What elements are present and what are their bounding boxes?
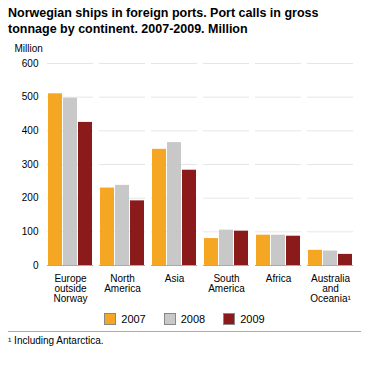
html-text:Norwegian ships in foreign por: Norwegian ships in foreign ports. Port c… <box>8 6 319 36</box>
svg-text:AustraliaandOceania¹: AustraliaandOceania¹ <box>310 273 351 304</box>
svg-text:EuropeoutsideNorway: EuropeoutsideNorway <box>54 273 88 304</box>
svg-text:SouthAmerica: SouthAmerica <box>208 273 245 294</box>
html-text:¹ Including Antarctica.: ¹ Including Antarctica. <box>8 335 104 347</box>
svg-text:400: 400 <box>22 125 39 136</box>
svg-text:NorthAmerica: NorthAmerica <box>104 273 141 294</box>
svg-text:Million: Million <box>15 43 43 54</box>
svg-text:600: 600 <box>22 58 39 69</box>
svg-text:300: 300 <box>22 159 39 170</box>
html-text:2007: 2007 <box>121 313 146 326</box>
svg-text:Africa: Africa <box>266 273 292 284</box>
html-text:2008: 2008 <box>180 313 206 326</box>
svg-text:100: 100 <box>22 226 39 237</box>
svg-text:0: 0 <box>33 260 39 271</box>
svg-text:500: 500 <box>22 92 39 103</box>
svg-text:Asia: Asia <box>165 273 185 284</box>
svg-text:200: 200 <box>22 193 39 204</box>
html-text:2009: 2009 <box>240 313 265 326</box>
